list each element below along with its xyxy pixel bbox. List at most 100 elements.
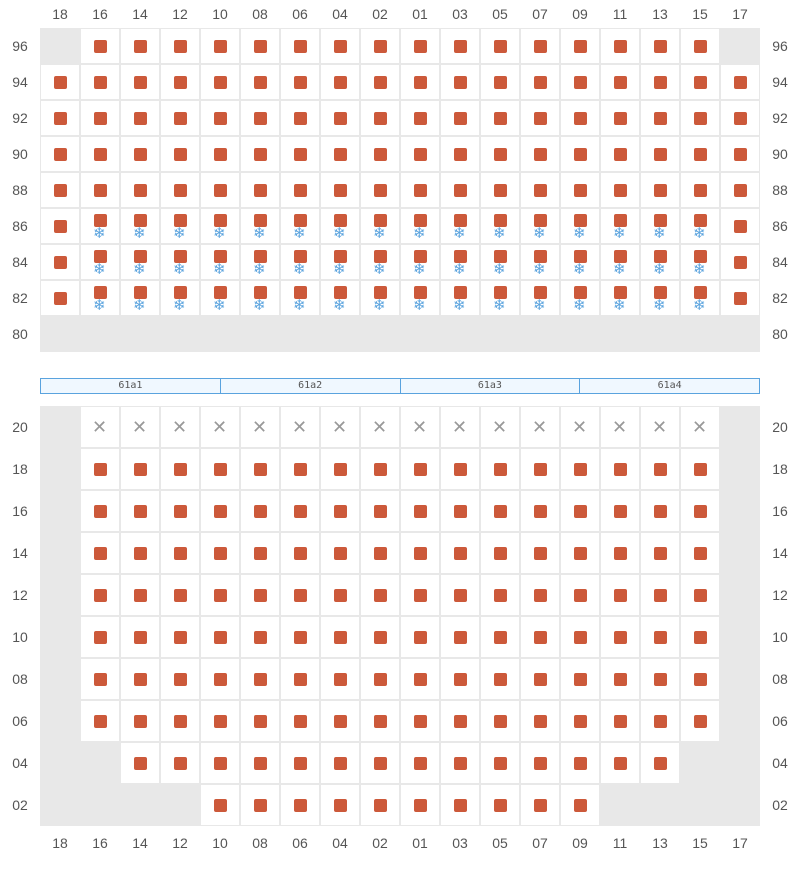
seat-cell bbox=[80, 784, 120, 826]
seat-icon bbox=[134, 76, 147, 89]
seat-icon bbox=[414, 76, 427, 89]
seat-icon bbox=[254, 715, 267, 728]
seat-icon bbox=[374, 715, 387, 728]
col-label: 05 bbox=[480, 826, 520, 860]
seat-icon bbox=[534, 463, 547, 476]
seat-icon bbox=[214, 547, 227, 560]
snowflake-icon: ❄ bbox=[533, 298, 546, 313]
seat-icon bbox=[214, 799, 227, 812]
seat-icon bbox=[334, 715, 347, 728]
seat-icon bbox=[54, 256, 67, 269]
seat-icon bbox=[614, 40, 627, 53]
seat-cell bbox=[720, 28, 760, 64]
snowflake-icon: ❄ bbox=[493, 226, 506, 241]
seat-icon bbox=[254, 757, 267, 770]
x-icon: ✕ bbox=[292, 418, 307, 436]
seat-cell bbox=[40, 742, 80, 784]
snowflake-icon: ❄ bbox=[573, 262, 586, 277]
seat-icon bbox=[374, 799, 387, 812]
x-icon: ✕ bbox=[132, 418, 147, 436]
seat-icon bbox=[614, 547, 627, 560]
snowflake-icon: ❄ bbox=[413, 298, 426, 313]
col-label: 17 bbox=[720, 0, 760, 28]
snowflake-icon: ❄ bbox=[493, 262, 506, 277]
seat-icon bbox=[734, 184, 747, 197]
x-icon: ✕ bbox=[492, 418, 507, 436]
seat-icon bbox=[414, 40, 427, 53]
col-label: 14 bbox=[120, 0, 160, 28]
seat-cell bbox=[720, 700, 760, 742]
seat-cell bbox=[40, 406, 80, 448]
seat-cell bbox=[40, 316, 80, 352]
x-icon: ✕ bbox=[172, 418, 187, 436]
seat-icon bbox=[534, 184, 547, 197]
seat-icon bbox=[214, 673, 227, 686]
seat-icon bbox=[174, 184, 187, 197]
row-label: 18 bbox=[0, 448, 40, 490]
snowflake-icon: ❄ bbox=[653, 226, 666, 241]
x-icon: ✕ bbox=[532, 418, 547, 436]
row-label: 88 bbox=[0, 172, 40, 208]
seat-cell bbox=[520, 316, 560, 352]
seat-icon bbox=[494, 673, 507, 686]
seat-icon bbox=[254, 673, 267, 686]
seat-icon bbox=[254, 505, 267, 518]
seat-icon bbox=[254, 547, 267, 560]
col-label: 02 bbox=[360, 0, 400, 28]
col-label: 02 bbox=[360, 826, 400, 860]
seat-icon bbox=[214, 112, 227, 125]
row-label: 04 bbox=[760, 742, 800, 784]
seat-icon bbox=[334, 112, 347, 125]
seat-icon bbox=[254, 112, 267, 125]
seat-icon bbox=[334, 757, 347, 770]
seat-icon bbox=[534, 589, 547, 602]
seat-icon bbox=[134, 715, 147, 728]
snowflake-icon: ❄ bbox=[213, 262, 226, 277]
col-label: 17 bbox=[720, 826, 760, 860]
seat-cell bbox=[80, 316, 120, 352]
seat-icon bbox=[534, 799, 547, 812]
seat-icon bbox=[174, 505, 187, 518]
seat-icon bbox=[654, 148, 667, 161]
col-label: 03 bbox=[440, 826, 480, 860]
row-label: 10 bbox=[0, 616, 40, 658]
seat-icon bbox=[454, 715, 467, 728]
seat-icon bbox=[534, 148, 547, 161]
seat-cell bbox=[720, 742, 760, 784]
row-label: 12 bbox=[0, 574, 40, 616]
seat-icon bbox=[374, 184, 387, 197]
seat-icon bbox=[654, 112, 667, 125]
seat-icon bbox=[494, 715, 507, 728]
seat-icon bbox=[334, 463, 347, 476]
seat-icon bbox=[94, 40, 107, 53]
seat-icon bbox=[414, 505, 427, 518]
seat-icon bbox=[694, 148, 707, 161]
seat-icon bbox=[574, 799, 587, 812]
seat-cell bbox=[40, 532, 80, 574]
col-label: 04 bbox=[320, 826, 360, 860]
seat-icon bbox=[654, 463, 667, 476]
col-label: 16 bbox=[80, 0, 120, 28]
seat-icon bbox=[134, 547, 147, 560]
col-label: 08 bbox=[240, 0, 280, 28]
seat-icon bbox=[454, 673, 467, 686]
seat-icon bbox=[294, 76, 307, 89]
row-label: 18 bbox=[760, 448, 800, 490]
seat-icon bbox=[334, 673, 347, 686]
col-label: 13 bbox=[640, 0, 680, 28]
seat-icon bbox=[134, 463, 147, 476]
row-label: 08 bbox=[0, 658, 40, 700]
seat-icon bbox=[334, 799, 347, 812]
row-label: 88 bbox=[760, 172, 800, 208]
seat-cell bbox=[720, 658, 760, 700]
seat-icon bbox=[454, 40, 467, 53]
seat-cell bbox=[680, 316, 720, 352]
snowflake-icon: ❄ bbox=[413, 262, 426, 277]
snowflake-icon: ❄ bbox=[413, 226, 426, 241]
x-icon: ✕ bbox=[652, 418, 667, 436]
seat-cell bbox=[320, 316, 360, 352]
seat-icon bbox=[134, 184, 147, 197]
seat-icon bbox=[94, 463, 107, 476]
seat-icon bbox=[94, 76, 107, 89]
divider-label: 61a2 bbox=[221, 379, 401, 393]
